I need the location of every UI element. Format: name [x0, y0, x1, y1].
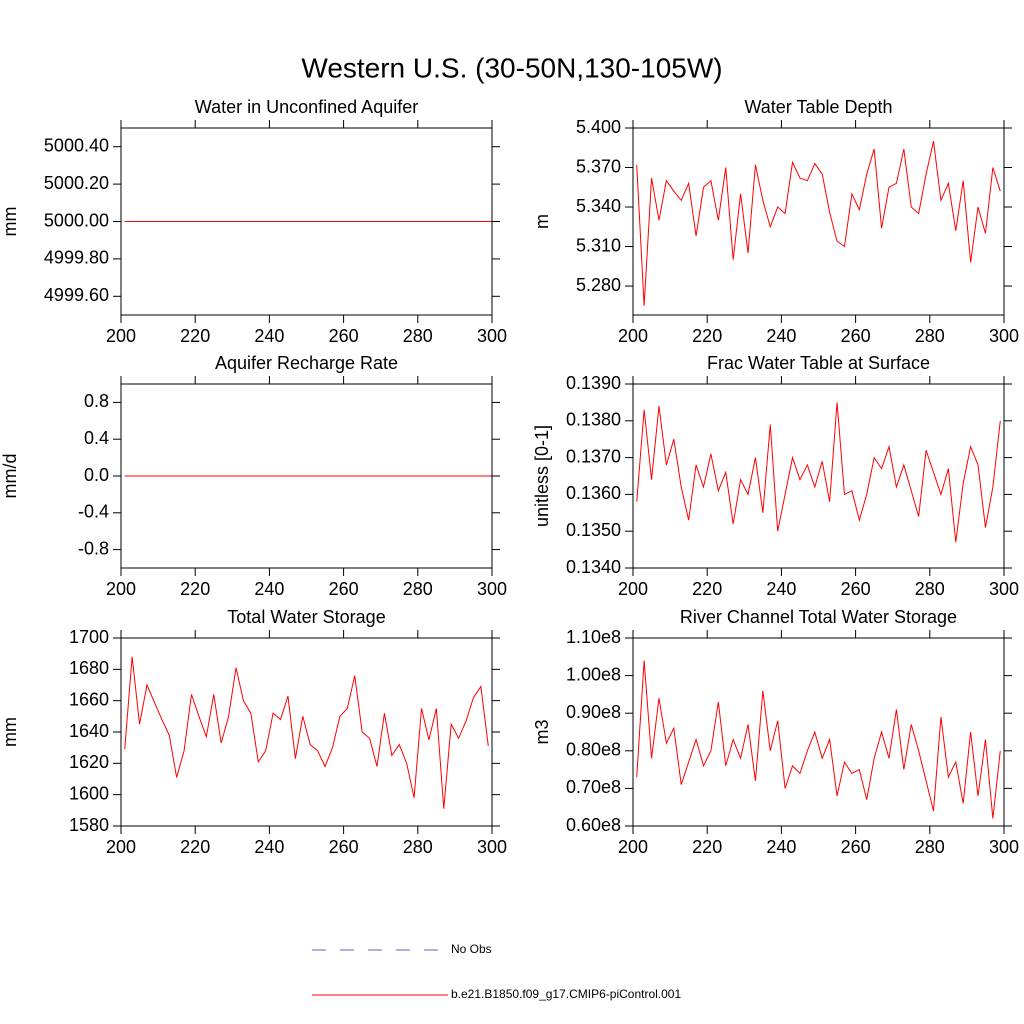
- x-tick-label: 200: [106, 837, 136, 857]
- data-line: [636, 402, 1001, 543]
- y-tick-label: 5000.20: [44, 173, 109, 193]
- y-tick-label: 0.4: [84, 428, 109, 448]
- y-tick-label: 0.1360: [566, 483, 621, 503]
- y-tick-label: 1700: [69, 627, 109, 647]
- data-line: [636, 660, 1001, 819]
- x-tick-label: 280: [403, 579, 433, 599]
- x-tick-label: 300: [989, 579, 1019, 599]
- x-tick-label: 240: [254, 837, 284, 857]
- x-tick-label: 200: [106, 579, 136, 599]
- plot-frame: [632, 383, 1005, 569]
- y-tick-label: 0.90e8: [566, 702, 621, 722]
- y-tick-label: 5.340: [576, 196, 621, 216]
- y-tick-label: -0.8: [78, 538, 109, 558]
- x-tick-label: 300: [477, 837, 507, 857]
- y-tick-label: 0.1340: [566, 557, 621, 577]
- y-tick-label: 5.310: [576, 235, 621, 255]
- y-axis-label: mm/d: [0, 454, 20, 499]
- x-tick-label: 280: [915, 326, 945, 346]
- x-tick-label: 300: [477, 579, 507, 599]
- panel-title: Water Table Depth: [744, 97, 892, 117]
- plot-frame: [120, 637, 493, 827]
- x-tick-label: 220: [180, 579, 210, 599]
- x-tick-label: 220: [692, 326, 722, 346]
- x-tick-label: 220: [692, 579, 722, 599]
- x-tick-label: 260: [329, 579, 359, 599]
- y-axis-label: m: [532, 214, 552, 229]
- x-tick-label: 260: [841, 326, 871, 346]
- x-tick-label: 240: [766, 326, 796, 346]
- y-tick-label: 0.80e8: [566, 740, 621, 760]
- y-tick-label: 0.1380: [566, 410, 621, 430]
- y-tick-label: 0.0: [84, 465, 109, 485]
- data-line: [636, 141, 1001, 306]
- y-axis-label: mm: [0, 207, 20, 237]
- y-axis-label: mm: [0, 717, 20, 747]
- x-tick-label: 260: [329, 837, 359, 857]
- x-tick-label: 240: [254, 326, 284, 346]
- y-tick-label: 5000.00: [44, 210, 109, 230]
- y-tick-label: 5000.40: [44, 135, 109, 155]
- x-tick-label: 280: [915, 837, 945, 857]
- y-tick-label: 5.370: [576, 156, 621, 176]
- x-tick-label: 200: [618, 579, 648, 599]
- panel-title: Aquifer Recharge Rate: [215, 353, 398, 373]
- y-axis-label: m3: [532, 719, 552, 744]
- panel-title: Total Water Storage: [227, 607, 385, 627]
- x-tick-label: 280: [403, 837, 433, 857]
- y-tick-label: 0.70e8: [566, 777, 621, 797]
- y-axis-label: unitless [0-1]: [532, 425, 552, 527]
- legend-label: No Obs: [451, 942, 492, 956]
- panel-title: Water in Unconfined Aquifer: [195, 97, 418, 117]
- x-tick-label: 220: [692, 837, 722, 857]
- x-tick-label: 200: [618, 326, 648, 346]
- x-tick-label: 240: [766, 579, 796, 599]
- y-tick-label: 1620: [69, 752, 109, 772]
- plot-frame: [632, 637, 1005, 827]
- plot-frame: [120, 383, 493, 569]
- legend-label: b.e21.B1850.f09_g17.CMIP6-piControl.001: [451, 987, 681, 1001]
- plot-frame: [120, 127, 493, 316]
- x-tick-label: 200: [106, 326, 136, 346]
- y-tick-label: 5.280: [576, 275, 621, 295]
- panel-title: River Channel Total Water Storage: [680, 607, 957, 627]
- y-tick-label: 1.10e8: [566, 627, 621, 647]
- x-tick-label: 240: [766, 837, 796, 857]
- y-tick-label: 4999.80: [44, 248, 109, 268]
- y-tick-label: 0.8: [84, 391, 109, 411]
- y-tick-label: 1640: [69, 721, 109, 741]
- data-line: [124, 656, 489, 809]
- x-tick-label: 200: [618, 837, 648, 857]
- x-tick-label: 220: [180, 326, 210, 346]
- x-tick-label: 280: [915, 579, 945, 599]
- y-tick-label: 0.1370: [566, 446, 621, 466]
- x-tick-label: 260: [841, 579, 871, 599]
- y-tick-label: 1600: [69, 783, 109, 803]
- x-tick-label: 240: [254, 579, 284, 599]
- x-tick-label: 260: [329, 326, 359, 346]
- y-tick-label: 5.400: [576, 117, 621, 137]
- panel-title: Frac Water Table at Surface: [707, 353, 930, 373]
- x-tick-label: 300: [989, 837, 1019, 857]
- x-tick-label: 260: [841, 837, 871, 857]
- y-tick-label: 1660: [69, 689, 109, 709]
- y-tick-label: -0.4: [78, 502, 109, 522]
- y-tick-label: 1580: [69, 815, 109, 835]
- figure-title: Western U.S. (30-50N,130-105W): [301, 52, 722, 83]
- y-tick-label: 0.1390: [566, 373, 621, 393]
- y-tick-label: 0.1350: [566, 520, 621, 540]
- y-tick-label: 4999.60: [44, 285, 109, 305]
- plot-frame: [632, 127, 1005, 316]
- x-tick-label: 300: [989, 326, 1019, 346]
- y-tick-label: 1680: [69, 658, 109, 678]
- x-tick-label: 220: [180, 837, 210, 857]
- x-tick-label: 300: [477, 326, 507, 346]
- x-tick-label: 280: [403, 326, 433, 346]
- y-tick-label: 1.00e8: [566, 664, 621, 684]
- y-tick-label: 0.60e8: [566, 815, 621, 835]
